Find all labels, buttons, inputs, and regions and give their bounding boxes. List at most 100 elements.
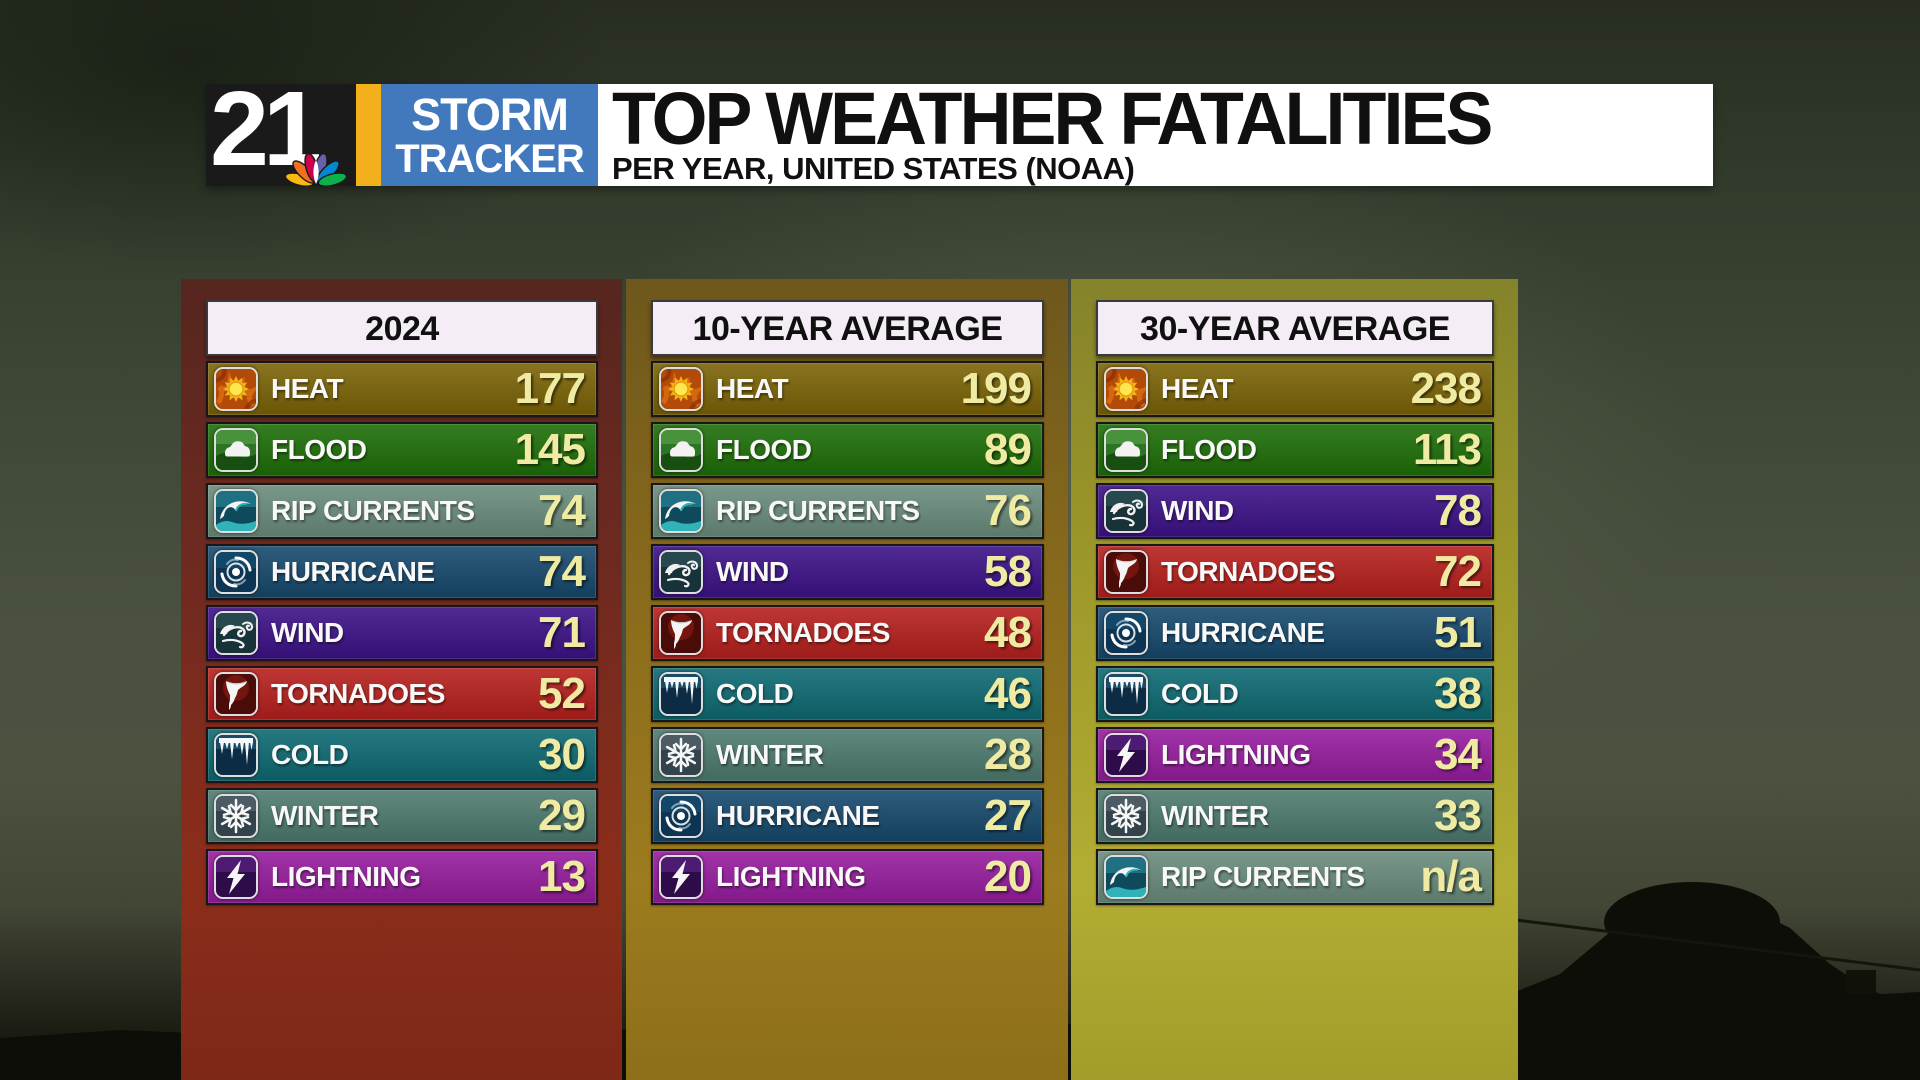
fatality-value: 34 bbox=[1434, 730, 1482, 779]
cold-icon bbox=[214, 733, 258, 777]
category-label: TORNADOES bbox=[271, 678, 445, 709]
fatality-row-flood: FLOOD 89 bbox=[651, 422, 1044, 478]
fatality-value: 48 bbox=[984, 608, 1032, 657]
page-subtitle: PER YEAR, UNITED STATES (NOAA) bbox=[612, 151, 1135, 186]
fatality-value: 20 bbox=[984, 852, 1032, 901]
category-label: COLD bbox=[271, 739, 349, 770]
category-label: FLOOD bbox=[271, 434, 367, 465]
flood-icon bbox=[1104, 428, 1148, 472]
fatality-value: 72 bbox=[1434, 547, 1482, 596]
fatality-value: 78 bbox=[1434, 486, 1482, 535]
wind-icon bbox=[659, 550, 703, 594]
winter-icon bbox=[659, 733, 703, 777]
fatality-row-hurricane: HURRICANE 74 bbox=[206, 544, 598, 600]
fatality-value: 38 bbox=[1434, 669, 1482, 718]
fatality-value: 46 bbox=[984, 669, 1032, 718]
fatality-row-tornadoes: TORNADOES 48 bbox=[651, 605, 1044, 661]
category-label: HURRICANE bbox=[271, 556, 435, 587]
fatality-row-lightning: LIGHTNING 34 bbox=[1096, 727, 1494, 783]
column-header: 30-YEAR AVERAGE bbox=[1096, 300, 1494, 356]
category-label: RIP CURRENTS bbox=[716, 495, 920, 526]
fatality-value: 52 bbox=[538, 669, 586, 718]
nbc-peacock-icon bbox=[284, 152, 348, 186]
fatality-row-wind: WIND 71 bbox=[206, 605, 598, 661]
heat-icon bbox=[1104, 367, 1148, 411]
rip-currents-icon bbox=[1104, 855, 1148, 899]
category-label: WIND bbox=[271, 617, 344, 648]
category-label: WINTER bbox=[716, 739, 824, 770]
fatality-row-cold: COLD 38 bbox=[1096, 666, 1494, 722]
storm-tracker-logo: STORM TRACKER bbox=[381, 84, 598, 186]
category-label: HURRICANE bbox=[716, 800, 880, 831]
category-label: LIGHTNING bbox=[1161, 739, 1311, 770]
rip-currents-icon bbox=[659, 489, 703, 533]
fatality-value: 177 bbox=[514, 364, 586, 413]
fatality-value: 74 bbox=[538, 486, 586, 535]
category-label: HURRICANE bbox=[1161, 617, 1325, 648]
fatality-row-wind: WIND 78 bbox=[1096, 483, 1494, 539]
fatality-row-lightning: LIGHTNING 20 bbox=[651, 849, 1044, 905]
wind-icon bbox=[1104, 489, 1148, 533]
power-line bbox=[1499, 916, 1920, 972]
fatality-value: 145 bbox=[514, 425, 586, 474]
tornadoes-icon bbox=[214, 672, 258, 716]
winter-icon bbox=[214, 794, 258, 838]
fatality-value: 89 bbox=[984, 425, 1032, 474]
tornadoes-icon bbox=[659, 611, 703, 655]
fatality-value: 238 bbox=[1410, 364, 1482, 413]
brand-storm-label: STORM bbox=[411, 88, 569, 140]
fatality-row-winter: WINTER 28 bbox=[651, 727, 1044, 783]
fatality-value: 76 bbox=[984, 486, 1032, 535]
category-label: FLOOD bbox=[716, 434, 812, 465]
panel-3: 30-YEAR AVERAGE HEAT 238 FLOOD 113 WIND 78 TORN… bbox=[1071, 279, 1518, 1080]
lightning-icon bbox=[214, 855, 258, 899]
fatality-row-heat: HEAT 238 bbox=[1096, 361, 1494, 417]
cold-icon bbox=[659, 672, 703, 716]
fatality-row-cold: COLD 30 bbox=[206, 727, 598, 783]
fatality-value: 30 bbox=[538, 730, 586, 779]
fatality-value: 58 bbox=[984, 547, 1032, 596]
fatality-row-wind: WIND 58 bbox=[651, 544, 1044, 600]
category-label: WINTER bbox=[1161, 800, 1269, 831]
yellow-stripe bbox=[356, 84, 381, 186]
fatality-row-winter: WINTER 29 bbox=[206, 788, 598, 844]
category-label: RIP CURRENTS bbox=[1161, 861, 1365, 892]
fatality-value: 71 bbox=[538, 608, 586, 657]
column-header: 2024 bbox=[206, 300, 598, 356]
category-label: HEAT bbox=[271, 373, 344, 404]
tornadoes-icon bbox=[1104, 550, 1148, 594]
fatality-row-rip-currents: RIP CURRENTS n/a bbox=[1096, 849, 1494, 905]
fatality-row-rip-currents: RIP CURRENTS 76 bbox=[651, 483, 1044, 539]
fatality-row-rip-currents: RIP CURRENTS 74 bbox=[206, 483, 598, 539]
flood-icon bbox=[214, 428, 258, 472]
heat-icon bbox=[214, 367, 258, 411]
panel-2: 10-YEAR AVERAGE HEAT 199 FLOOD 89 RIP CURRENT… bbox=[626, 279, 1068, 1080]
fatality-row-heat: HEAT 177 bbox=[206, 361, 598, 417]
fatality-row-flood: FLOOD 145 bbox=[206, 422, 598, 478]
category-label: WIND bbox=[716, 556, 789, 587]
category-label: COLD bbox=[1161, 678, 1239, 709]
header-bar: 21 STORM TRACKER TOP WEATHER FATALITIES … bbox=[206, 84, 1713, 186]
winter-icon bbox=[1104, 794, 1148, 838]
category-label: HEAT bbox=[1161, 373, 1234, 404]
rip-currents-icon bbox=[214, 489, 258, 533]
fatality-row-tornadoes: TORNADOES 72 bbox=[1096, 544, 1494, 600]
fatality-row-flood: FLOOD 113 bbox=[1096, 422, 1494, 478]
fatality-row-lightning: LIGHTNING 13 bbox=[206, 849, 598, 905]
fatality-value: 29 bbox=[538, 791, 586, 840]
category-label: TORNADOES bbox=[716, 617, 890, 648]
fatality-value: 27 bbox=[984, 791, 1032, 840]
fatality-value: 13 bbox=[538, 852, 586, 901]
page-title: TOP WEATHER FATALITIES bbox=[612, 84, 1493, 160]
lightning-icon bbox=[659, 855, 703, 899]
heat-icon bbox=[659, 367, 703, 411]
channel-21-logo: 21 bbox=[206, 84, 356, 186]
flood-icon bbox=[659, 428, 703, 472]
fatality-value: 199 bbox=[960, 364, 1032, 413]
category-label: COLD bbox=[716, 678, 794, 709]
title-block: TOP WEATHER FATALITIES PER YEAR, UNITED … bbox=[598, 84, 1713, 186]
category-label: TORNADOES bbox=[1161, 556, 1335, 587]
fatality-row-tornadoes: TORNADOES 52 bbox=[206, 666, 598, 722]
category-label: FLOOD bbox=[1161, 434, 1257, 465]
fatality-row-cold: COLD 46 bbox=[651, 666, 1044, 722]
